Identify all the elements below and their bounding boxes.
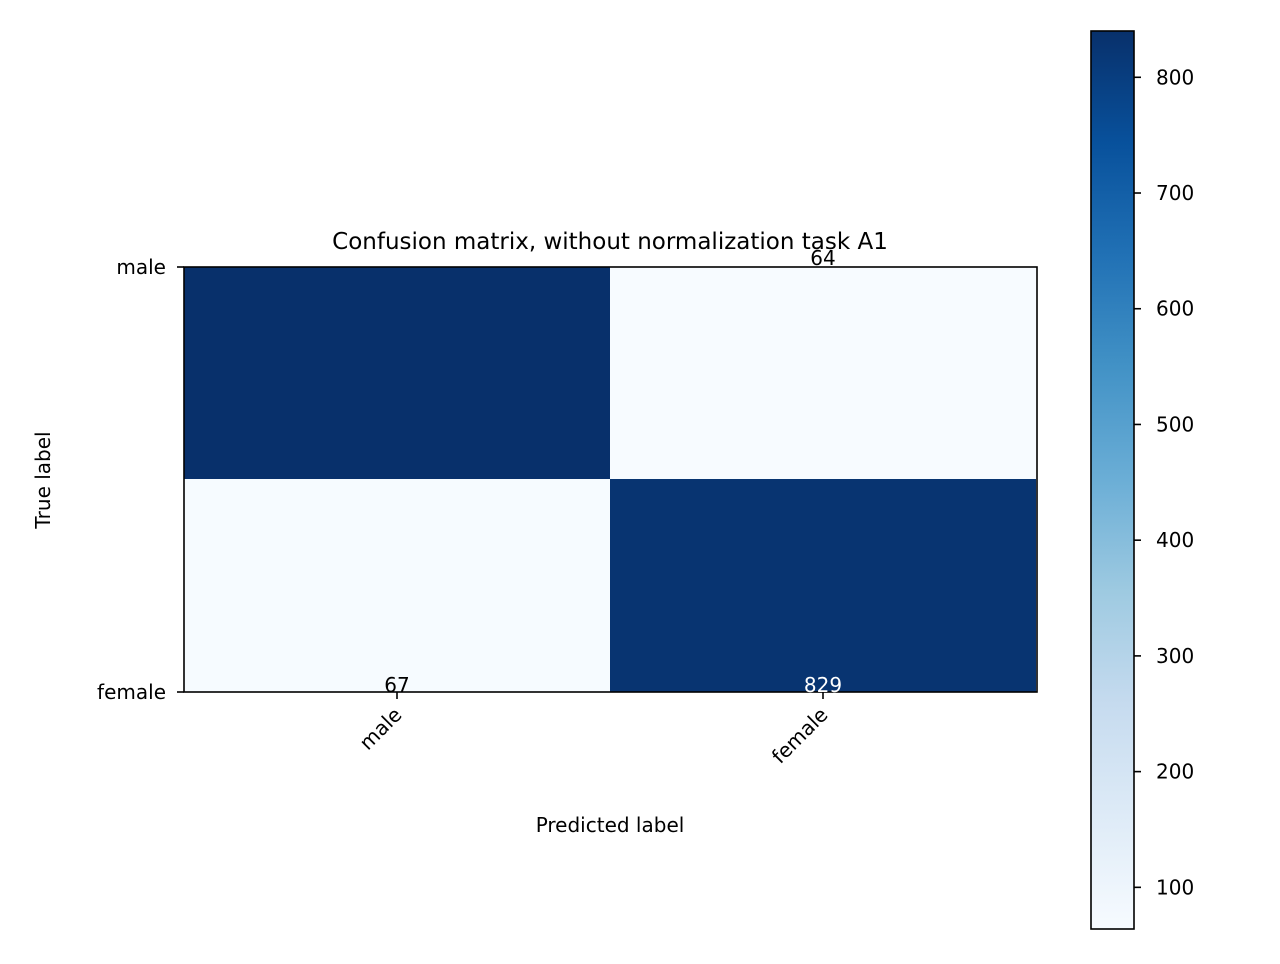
colorbar (1091, 31, 1134, 929)
y-tick-label: female (97, 680, 166, 704)
heatmap-cell (184, 479, 610, 692)
colorbar-frame (1090, 30, 1135, 930)
chart-title: Confusion matrix, without normalization … (332, 229, 888, 255)
y-axis-label: True label (31, 431, 55, 529)
heatmap-cell (610, 479, 1036, 692)
colorbar-tick-label: 100 (1156, 875, 1194, 899)
colorbar-tick-label: 500 (1156, 412, 1194, 436)
x-tick-label: male (354, 703, 406, 755)
colorbar-ticks: 100 200 300 400 500 600 700 800 (1134, 65, 1194, 899)
x-axis-label: Predicted label (536, 813, 685, 837)
cell-value-label: 840 (378, 246, 416, 270)
colorbar-tick-label: 300 (1156, 644, 1194, 668)
x-axis-ticks: male female (354, 692, 833, 769)
colorbar-tick-label: 700 (1156, 181, 1194, 205)
colorbar-tick-label: 200 (1156, 760, 1194, 784)
x-tick-label: female (767, 703, 833, 769)
colorbar-tick-label: 800 (1156, 65, 1194, 89)
colorbar-tick-label: 400 (1156, 528, 1194, 552)
heatmap-cell (184, 267, 610, 479)
y-tick-label: male (116, 255, 166, 279)
heatmap-cells (184, 267, 1036, 692)
heatmap-cell (610, 267, 1036, 479)
colorbar-tick-label: 600 (1156, 297, 1194, 321)
plot-frame (183, 266, 1038, 693)
cell-value-label: 64 (810, 246, 835, 270)
y-axis-ticks: male female (97, 255, 184, 704)
